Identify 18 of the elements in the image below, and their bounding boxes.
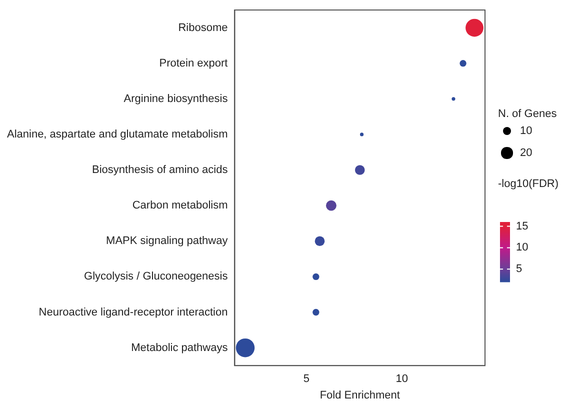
y-tick-label: Alanine, aspartate and glutamate metabolism: [6, 128, 228, 140]
color-bar-title: -log10(FDR): [498, 178, 559, 190]
y-tick-label: Protein export: [159, 57, 228, 70]
y-tick-label: Glycolysis / Gluconeogenesis: [84, 270, 228, 283]
y-tick-label: Carbon metabolism: [132, 200, 228, 212]
y-tick-label: Ribosome: [178, 22, 228, 34]
legend-title: N. of Genes: [498, 108, 558, 120]
color-bar-label: 10: [516, 242, 528, 254]
y-tick-label: MAPK signaling pathway: [106, 235, 228, 248]
legend-label: 20: [520, 147, 532, 159]
y-tick-label: Biosynthesis of amino acids: [92, 164, 228, 176]
color-bar-label: 5: [516, 263, 522, 276]
y-tick-label: Arginine biosynthesis: [124, 92, 228, 105]
x-axis-title: Fold Enrichment: [320, 389, 400, 402]
color-bar-label: 15: [516, 220, 528, 232]
y-tick-label: Neuroactive ligand-receptor interaction: [38, 306, 228, 318]
legend-label: 10: [520, 125, 532, 137]
y-tick-label: Metabolic pathways: [131, 342, 228, 354]
